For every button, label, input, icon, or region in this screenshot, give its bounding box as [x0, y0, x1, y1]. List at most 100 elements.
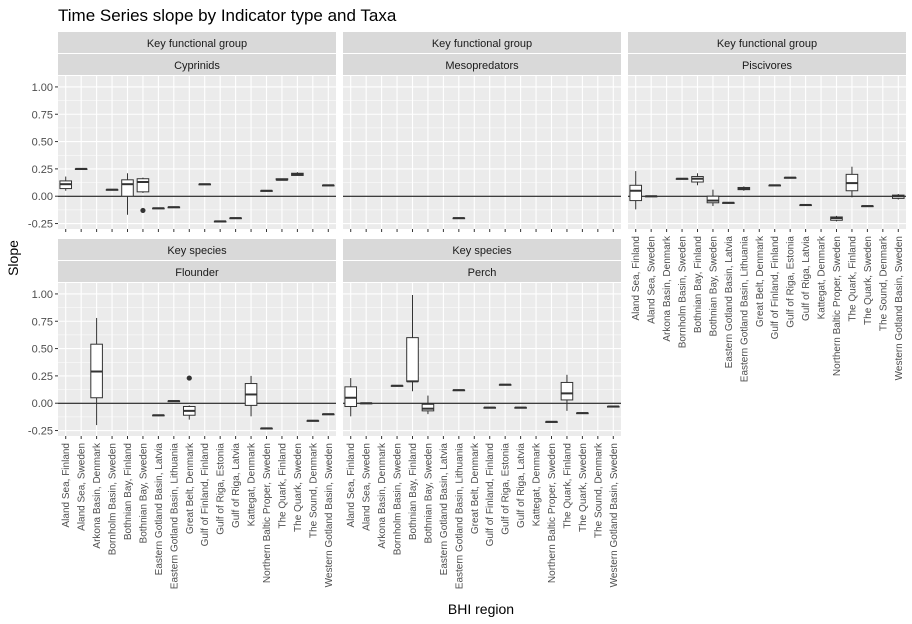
x-tick-label: Arkona Basin, Denmark [377, 442, 388, 549]
panel-background [58, 76, 336, 229]
x-tick-label: Gulf of Finland, Finland [200, 443, 211, 546]
panel-cyprinids: Key functional group Cyprinids -0.25 0.00 0.… [28, 32, 336, 232]
y-tick-label: 0.25 [32, 164, 53, 176]
box-the-quark-sweden [861, 205, 874, 208]
box-iqr [121, 179, 134, 197]
y-tick-label: 0.00 [32, 191, 53, 203]
x-tick-label: The Sound, Denmark [593, 442, 604, 538]
y-tick-label: 0.50 [32, 137, 53, 149]
box-western-gotland-basin-sweden [321, 184, 335, 187]
y-tick-label: 0.00 [32, 398, 53, 410]
box-gulf-of-finland-finland [768, 184, 782, 187]
box-eastern-gotland-basin-lithuania [737, 186, 751, 191]
x-tick-label: Northern Baltic Proper, Sweden [547, 443, 558, 583]
box-bothnian-bay-finland [691, 173, 704, 186]
panel-background [343, 76, 621, 229]
y-axis-title: Slope [5, 240, 21, 276]
strip-bottom-label: Piscivores [742, 60, 793, 72]
x-tick-label: Eastern Gotland Basin, Lithuania [739, 236, 750, 383]
y-tick-label: 0.75 [32, 316, 53, 328]
box-northern-baltic-proper-sweden [260, 189, 273, 192]
panel-piscivores: Key functional group Piscivores Aland Sea,… [628, 32, 906, 382]
x-tick-label: Gulf of Riga, Latvia [231, 443, 242, 528]
x-tick-label: Eastern Gotland Basin, Latvia [724, 236, 735, 369]
x-tick-label: Eastern Gotland Basin, Lithuania [454, 443, 465, 590]
x-tick-label: Northern Baltic Proper, Sweden [832, 236, 843, 376]
outlier-point [186, 375, 192, 381]
box-arkona-basin-denmark [90, 317, 103, 426]
x-tick-label: Bornholm Basin, Sweden [393, 443, 404, 555]
outlier-point [140, 207, 146, 214]
strip-bottom [58, 261, 336, 282]
box-northern-baltic-proper-sweden [545, 420, 558, 423]
box-aland-sea-sweden [74, 167, 88, 170]
strip-top [58, 239, 336, 260]
x-axis-title: BHI region [448, 601, 514, 617]
box-northern-baltic-proper-sweden [260, 427, 273, 430]
y-tick-label: 0.75 [32, 109, 53, 121]
y-tick-label: 0.50 [32, 344, 53, 356]
x-tick-label: Gulf of Finland, Finland [770, 236, 781, 339]
box-aland-sea-finland [629, 171, 643, 210]
x-tick-label: Bothnian Bay, Sweden [708, 236, 719, 336]
box-eastern-gotland-basin-lithuania [167, 206, 181, 209]
box-the-quark-sweden [576, 412, 589, 415]
x-tick-label: Bornholm Basin, Sweden [678, 236, 689, 348]
x-tick-label: Great Belt, Denmark [470, 442, 481, 534]
strip-bottom [343, 54, 621, 75]
box-great-belt-denmark [182, 375, 196, 420]
panel-flounder: Key species Flounder -0.25 0.00 0.25 0.50 0.75… [28, 239, 336, 589]
box-western-gotland-basin-sweden [891, 194, 905, 200]
x-tick-label: Kattegat, Denmark [817, 235, 828, 319]
box-iqr [560, 381, 574, 401]
x-tick-label: Eastern Gotland Basin, Lithuania [169, 443, 180, 590]
box-aland-sea-finland [344, 378, 358, 417]
box-iqr [629, 184, 643, 202]
box-eastern-gotland-basin-latvia [152, 414, 165, 417]
x-tick-label: Bothnian Bay, Finland [693, 236, 704, 333]
x-tick-label: The Quark, Finland [562, 443, 573, 529]
box-eastern-gotland-basin-latvia [722, 201, 735, 204]
box-bothnian-bay-finland [121, 173, 134, 215]
strip-bottom [58, 54, 336, 75]
x-tick-label: Eastern Gotland Basin, Latvia [439, 443, 450, 576]
box-northern-baltic-proper-sweden [830, 215, 843, 222]
x-tick-label: Bothnian Bay, Sweden [138, 443, 149, 543]
y-tick-label: 1.00 [32, 82, 53, 94]
box-gulf-of-riga-latvia [514, 406, 527, 409]
strip-top-label: Key functional group [717, 38, 817, 50]
box-eastern-gotland-basin-lithuania [452, 217, 466, 220]
x-tick-label: Bothnian Bay, Sweden [423, 443, 434, 543]
strip-bottom [628, 54, 906, 75]
box-iqr [406, 337, 419, 382]
x-tick-label: Great Belt, Denmark [755, 235, 766, 327]
box-eastern-gotland-basin-latvia [152, 207, 165, 210]
box-gulf-of-riga-latvia [229, 217, 242, 220]
strip-bottom-label: Perch [468, 267, 497, 279]
box-the-quark-finland [275, 178, 289, 181]
box-western-gotland-basin-sweden [606, 405, 620, 408]
x-tick-label: Bornholm Basin, Sweden [108, 443, 119, 555]
box-western-gotland-basin-sweden [321, 413, 335, 416]
box-bornholm-basin-sweden [675, 177, 689, 180]
y-tick-label: 0.25 [32, 371, 53, 383]
box-iqr [421, 403, 435, 412]
x-tick-label: Northern Baltic Proper, Sweden [262, 443, 273, 583]
box-gulf-of-riga-latvia [799, 203, 812, 207]
box-kattegat-denmark [244, 375, 258, 417]
box-iqr [136, 178, 150, 193]
strip-top-label: Key functional group [432, 38, 532, 50]
strip-bottom-label: Mesopredators [445, 60, 519, 72]
panel-background [58, 283, 336, 436]
box-eastern-gotland-basin-lithuania [452, 389, 466, 392]
strip-top-label: Key species [452, 245, 512, 257]
x-tick-label: Kattegat, Denmark [532, 442, 543, 526]
x-tick-label: The Quark, Sweden [293, 443, 304, 532]
x-tick-label: Aland Sea, Finland [346, 443, 357, 528]
y-tick-label: -0.25 [28, 426, 53, 438]
y-tick-label: 1.00 [32, 289, 53, 301]
x-tick-label: The Quark, Sweden [863, 236, 874, 325]
box-bothnian-bay-sweden [706, 189, 720, 207]
x-tick-label: The Sound, Denmark [308, 442, 319, 538]
